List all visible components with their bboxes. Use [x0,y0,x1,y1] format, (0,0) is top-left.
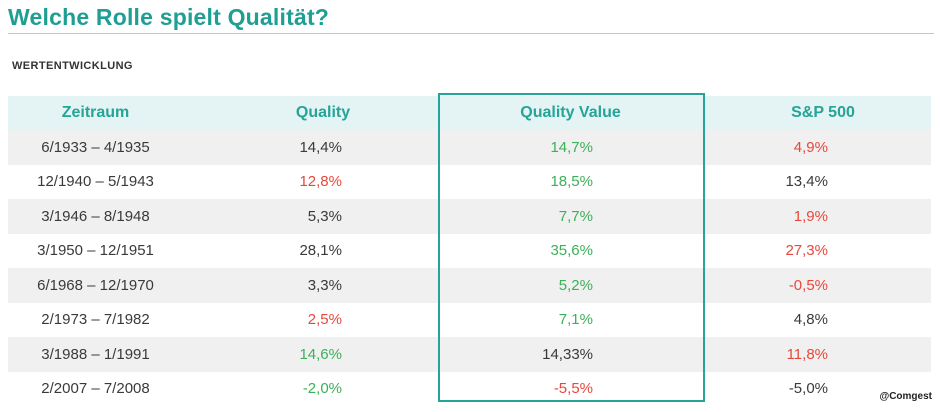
period-cell: 3/1988 – 1/1991 [41,345,150,363]
period-cell: 12/1940 – 5/1943 [37,173,154,191]
period-cell: 2/2007 – 7/2008 [41,380,150,398]
table-row: 6/1968 – 12/1970 3,3% 5,2% -0,5% [8,268,931,303]
column-header-quality: Quality [295,104,351,121]
quality-cell: 3,3% [307,276,342,294]
period-cell: 3/1946 – 8/1948 [41,207,150,225]
sp500-cell: 4,9% [793,138,828,156]
quality-value-cell: -5,5% [553,380,593,398]
quality-value-cell: 14,33% [542,345,593,363]
quality-cell: 28,1% [299,242,342,260]
column-header-sp500: S&P 500 [791,104,855,121]
performance-table: Zeitraum Quality Quality Value S&P 500 6… [8,96,931,406]
quality-value-cell: 5,2% [558,276,593,294]
sp500-cell: 4,8% [793,311,828,329]
quality-cell: 12,8% [299,173,342,191]
table-subtitle: WERTENTWICKLUNG [12,60,133,72]
quality-value-cell: 18,5% [550,173,593,191]
table-row: 12/1940 – 5/1943 12,8% 18,5% 13,4% [8,165,931,200]
column-header-zeitraum: Zeitraum [61,104,130,121]
quality-value-cell: 7,7% [558,207,593,225]
period-cell: 3/1950 – 12/1951 [37,242,154,260]
comgest-watermark: @Comgest [879,391,932,402]
quality-value-cell: 14,7% [550,138,593,156]
table-row: 2/2007 – 7/2008 -2,0% -5,5% -5,0% [8,372,931,407]
quality-value-cell: 7,1% [558,311,593,329]
period-cell: 6/1968 – 12/1970 [37,276,154,294]
page-title: Welche Rolle spielt Qualität? [8,4,330,30]
quality-cell: 5,3% [307,207,342,225]
column-header-quality-value: Quality Value [520,104,621,121]
table-row: 3/1946 – 8/1948 5,3% 7,7% 1,9% [8,199,931,234]
quality-value-cell: 35,6% [550,242,593,260]
table-header-row: Zeitraum Quality Quality Value S&P 500 [8,96,931,130]
sp500-cell: 11,8% [786,345,828,363]
quality-cell: 14,6% [299,345,342,363]
sp500-cell: 27,3% [785,242,828,260]
period-cell: 2/1973 – 7/1982 [41,311,150,329]
table-row: 6/1933 – 4/1935 14,4% 14,7% 4,9% [8,130,931,165]
sp500-cell: 1,9% [793,207,828,225]
table-row: 2/1973 – 7/1982 2,5% 7,1% 4,8% [8,303,931,338]
table-body: 6/1933 – 4/1935 14,4% 14,7% 4,9% 12/1940 – 5… [8,130,931,406]
table-row: 3/1950 – 12/1951 28,1% 35,6% 27,3% [8,234,931,269]
period-cell: 6/1933 – 4/1935 [41,138,150,156]
sp500-cell: 13,4% [785,173,828,191]
sp500-cell: -5,0% [788,380,828,398]
quality-cell: 14,4% [299,138,342,156]
quality-cell: -2,0% [302,380,342,398]
title-divider [8,33,934,34]
table-row: 3/1988 – 1/1991 14,6% 14,33% 11,8% [8,337,931,372]
quality-cell: 2,5% [307,311,342,329]
sp500-cell: -0,5% [788,276,828,294]
